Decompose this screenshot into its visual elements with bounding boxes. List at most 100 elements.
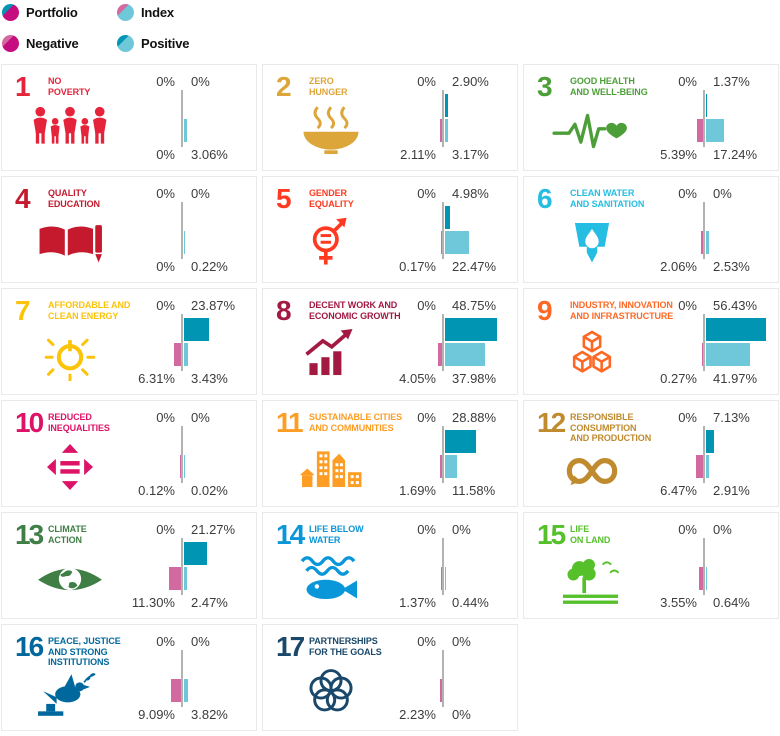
- legend-item-portfolio[interactable]: Portfolio: [2, 4, 117, 21]
- bar-index-positive[interactable]: [445, 119, 449, 142]
- bar-index-negative[interactable]: [699, 567, 703, 590]
- bar-index-negative[interactable]: [169, 567, 181, 590]
- bar-index-negative[interactable]: [697, 119, 703, 142]
- bar-portfolio-positive[interactable]: [184, 318, 210, 341]
- axis-line: [181, 90, 183, 147]
- goal-card-12: 12 RESPONSIBLE CONSUMPTION AND PRODUCTION …: [523, 400, 779, 507]
- label-portfolio-negative: 0%: [156, 634, 175, 649]
- bar-index-negative[interactable]: [696, 455, 703, 478]
- bar-index-negative[interactable]: [171, 679, 181, 702]
- bar-portfolio-positive[interactable]: [706, 430, 714, 453]
- axis-line: [703, 314, 705, 371]
- city-buildings-icon: [276, 435, 386, 499]
- goal-card-7: 7 AFFORDABLE AND CLEAN ENERGY 0% 23.87%: [1, 288, 257, 395]
- goal-bar-chart: 0% 1.37% 5.39% 17.24%: [647, 74, 769, 163]
- water-drop-icon: [537, 211, 647, 275]
- label-portfolio-positive: 0%: [713, 186, 732, 201]
- bar-index-negative[interactable]: [440, 455, 442, 478]
- fish-waves-icon: [276, 547, 386, 611]
- bar-portfolio-positive[interactable]: [445, 318, 497, 341]
- goal-card-5: 5 GENDER EQUALITY 0% 4.98%: [262, 176, 518, 283]
- goal-title: CLEAN WATER AND SANITATION: [570, 188, 645, 209]
- bar-index-negative[interactable]: [440, 567, 442, 590]
- goal-bar-chart: 0% 0% 0.12% 0.02%: [125, 410, 247, 499]
- bar-index-negative[interactable]: [700, 231, 703, 254]
- goal-bar-chart: 0% 0% 1.37% 0.44%: [386, 522, 508, 611]
- bar-index-positive[interactable]: [184, 455, 185, 478]
- goal-title: PEACE, JUSTICE AND STRONG INSTITUTIONS: [48, 636, 121, 668]
- bar-index-negative[interactable]: [437, 343, 442, 366]
- bar-index-negative[interactable]: [441, 231, 442, 254]
- bar-portfolio-positive[interactable]: [706, 318, 766, 341]
- goal-card-13: 13 CLIMATE ACTION 0% 21.27%: [1, 512, 257, 619]
- label-portfolio-positive: 56.43%: [713, 298, 758, 313]
- bar-index-positive[interactable]: [445, 231, 469, 254]
- goal-number: 8: [276, 295, 292, 326]
- goal-number: 15: [537, 519, 566, 550]
- goal-number: 5: [276, 183, 292, 214]
- eye-globe-icon: [15, 547, 125, 611]
- label-index-negative: 2.11%: [400, 147, 436, 162]
- bar-index-positive[interactable]: [184, 231, 185, 254]
- goal-bar-chart: 0% 0% 0% 3.06%: [125, 74, 247, 163]
- legend-item-negative[interactable]: Negative: [2, 35, 117, 52]
- label-index-positive: 2.47%: [191, 595, 228, 610]
- legend-label-portfolio: Portfolio: [26, 5, 78, 20]
- equality-arrows-icon: [15, 435, 125, 499]
- bar-portfolio-positive[interactable]: [706, 94, 708, 117]
- bar-index-negative[interactable]: [702, 343, 703, 366]
- heartbeat-icon: [537, 99, 647, 163]
- label-portfolio-negative: 0%: [156, 522, 175, 537]
- bar-index-positive[interactable]: [184, 679, 189, 702]
- legend-item-index[interactable]: Index: [117, 4, 257, 21]
- bar-index-positive[interactable]: [445, 455, 458, 478]
- axis-line: [442, 90, 444, 147]
- goal-bar-chart: 0% 0% 0% 0.22%: [125, 186, 247, 275]
- bar-portfolio-positive[interactable]: [445, 94, 449, 117]
- bar-index-positive[interactable]: [184, 119, 188, 142]
- label-index-negative: 0%: [156, 147, 175, 162]
- label-portfolio-negative: 0%: [156, 74, 175, 89]
- goal-number: 4: [15, 183, 31, 214]
- goal-bar-chart: 0% 23.87% 6.31% 3.43%: [125, 298, 247, 387]
- label-portfolio-negative: 0%: [156, 410, 175, 425]
- bar-index-negative[interactable]: [439, 679, 442, 702]
- label-index-negative: 6.31%: [138, 371, 175, 386]
- axis-line: [703, 202, 705, 259]
- goal-title: CLIMATE ACTION: [48, 524, 87, 545]
- bar-portfolio-positive[interactable]: [445, 430, 476, 453]
- bar-portfolio-positive[interactable]: [445, 206, 451, 229]
- goal-title: SUSTAINABLE CITIES AND COMMUNITIES: [309, 412, 403, 433]
- bar-index-positive[interactable]: [184, 567, 187, 590]
- legend-label-positive: Positive: [141, 36, 190, 51]
- label-portfolio-negative: 0%: [417, 186, 436, 201]
- bar-index-positive[interactable]: [445, 343, 486, 366]
- bar-index-positive[interactable]: [706, 343, 751, 366]
- label-portfolio-positive: 23.87%: [191, 298, 236, 313]
- label-index-negative: 1.37%: [399, 595, 436, 610]
- bar-portfolio-positive[interactable]: [184, 542, 207, 565]
- goal-title: GOOD HEALTH AND WELL-BEING: [570, 76, 648, 97]
- bar-index-positive[interactable]: [445, 567, 446, 590]
- goal-bar-chart: 0% 0% 9.09% 3.82%: [125, 634, 247, 723]
- axis-line: [181, 314, 183, 371]
- goal-number: 17: [276, 631, 305, 662]
- negative-split-circle-icon: [2, 35, 19, 52]
- label-index-negative: 2.06%: [660, 259, 697, 274]
- goal-number: 2: [276, 71, 292, 102]
- goal-card-8: 8 DECENT WORK AND ECONOMIC GROWTH 0% 48.7…: [262, 288, 518, 395]
- goal-number: 16: [15, 631, 44, 662]
- legend: Portfolio Index Negative Positive: [0, 0, 780, 52]
- bar-index-positive[interactable]: [184, 343, 188, 366]
- bar-index-negative[interactable]: [174, 343, 181, 366]
- bar-index-positive[interactable]: [706, 567, 707, 590]
- legend-item-positive[interactable]: Positive: [117, 35, 257, 52]
- index-split-circle-icon: [117, 4, 134, 21]
- bar-index-negative[interactable]: [180, 455, 181, 478]
- bar-index-positive[interactable]: [706, 119, 725, 142]
- bar-index-positive[interactable]: [706, 231, 709, 254]
- label-index-negative: 3.55%: [660, 595, 697, 610]
- bar-index-negative[interactable]: [439, 119, 442, 142]
- legend-label-index: Index: [141, 5, 174, 20]
- bar-index-positive[interactable]: [706, 455, 710, 478]
